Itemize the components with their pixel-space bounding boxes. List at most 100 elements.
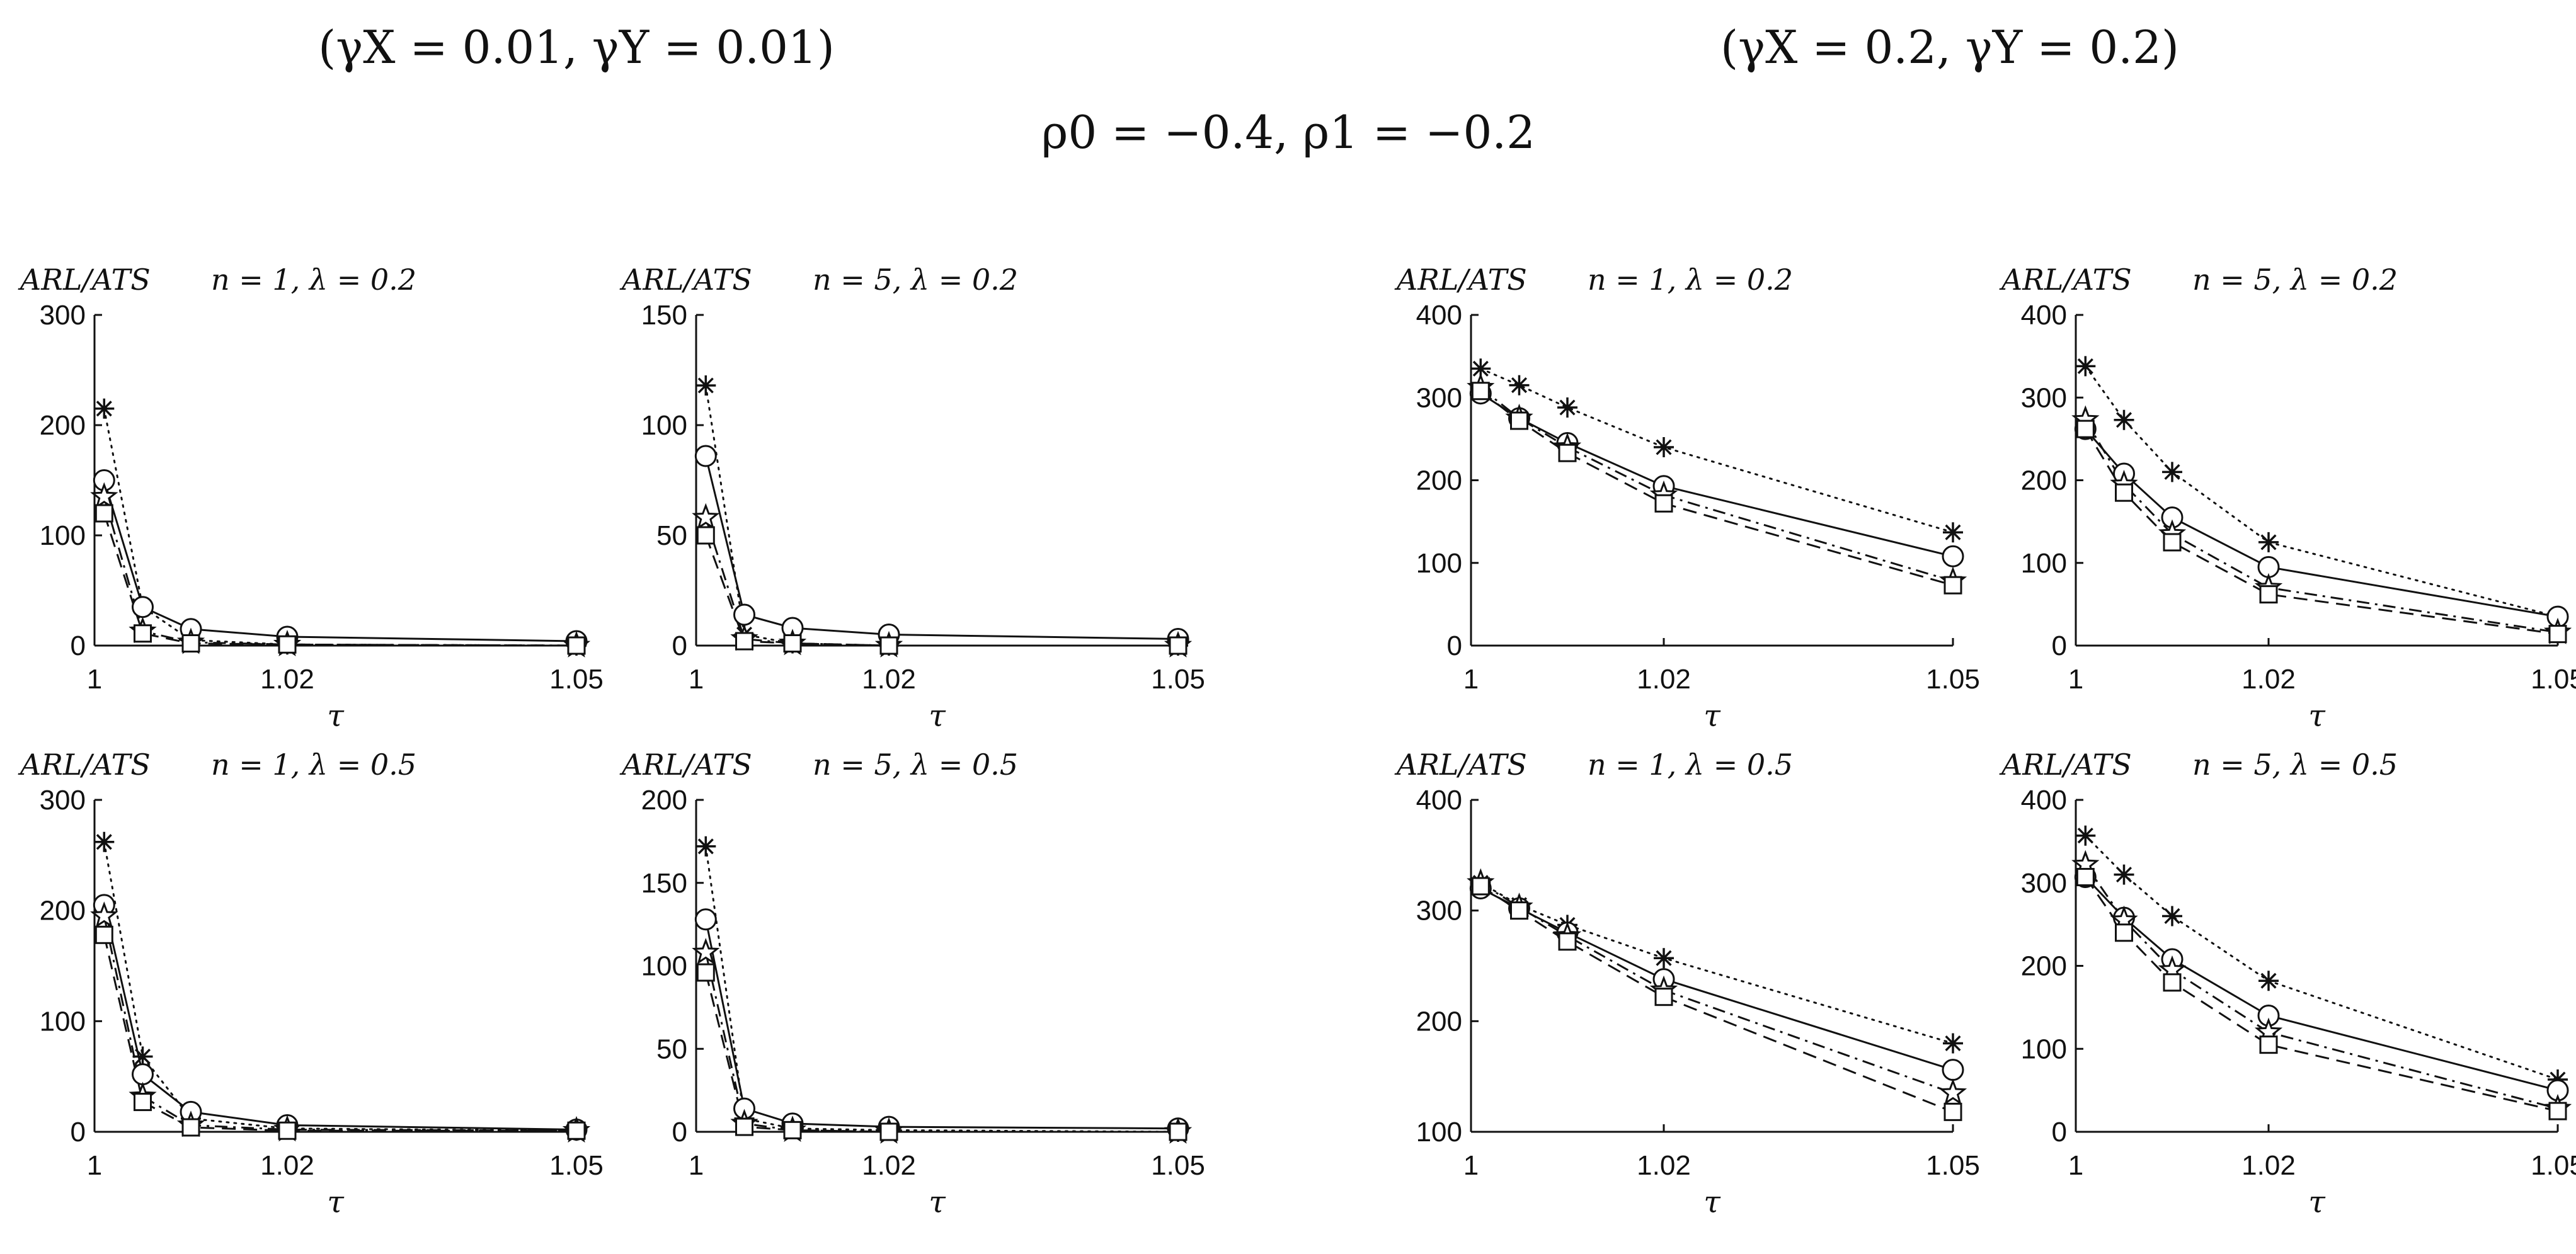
x-tick-label: 1 (689, 664, 704, 695)
y-tick-label: 200 (2021, 465, 2067, 496)
series-line-circle-solid (704, 919, 1179, 1130)
series-line-star-dashdot (2085, 419, 2558, 634)
y-tick-label: 50 (656, 520, 687, 551)
x-tick-label: 1.05 (1926, 1150, 1980, 1181)
series-line-square-dashed (103, 513, 577, 647)
point-asterisk-dotted (1557, 397, 1577, 418)
series-line-asterisk-dotted (1479, 882, 1954, 1044)
x-tick-label: 1.05 (549, 1150, 604, 1181)
point-square-dashed (1943, 576, 1962, 595)
series-line-square-dashed (704, 972, 1178, 1133)
series-line-asterisk-dotted (704, 384, 1179, 647)
point-square-dashed (2163, 973, 2182, 992)
x-tick-label: 1 (1463, 664, 1479, 695)
point-square-dashed (783, 634, 802, 653)
panel-gamma-0.2-r1c1: ARL/ATS n = 1, λ = 0.2 0 100 200 300 400 1 1.02 1… (1394, 263, 1980, 734)
panel-gamma-0.2-r1c2: ARL/ATS n = 5, λ = 0.2 0 100 200 300 400 1 1.02 1… (1999, 263, 2576, 734)
y-tick-label: 200 (40, 410, 86, 441)
panel-gamma-0.01-r1c1: ARL/ATS n = 1, λ = 0.2 0 100 200 300 1 1.02 1.05… (18, 263, 604, 734)
panel-title: n = 1, λ = 0.5 (1588, 748, 1793, 782)
series-line-square-dashed (1480, 885, 1954, 1113)
x-tick-label: 1.02 (1637, 1150, 1691, 1181)
x-axis-label: τ (2308, 1185, 2326, 1220)
panel-title: n = 5, λ = 0.2 (813, 263, 1018, 297)
series-line-asterisk-dotted (2084, 365, 2559, 618)
point-asterisk-dotted (1943, 1033, 1963, 1054)
header-left-label: (γX = 0.01, γY = 0.01) (318, 21, 835, 74)
y-tick-label: 200 (2021, 951, 2067, 982)
y-tick-label: 200 (1416, 1006, 1462, 1037)
point-square-dashed (783, 1120, 802, 1139)
x-tick-label: 1.05 (549, 664, 604, 695)
point-asterisk-dotted (2162, 906, 2182, 926)
x-tick-label: 1 (87, 664, 102, 695)
point-square-dashed (278, 1121, 297, 1140)
series-line-square-dashed (1480, 390, 1954, 586)
x-tick-label: 1 (87, 1150, 102, 1181)
x-tick-label: 1.02 (862, 1150, 916, 1181)
point-square-dashed (2259, 1035, 2278, 1054)
series-line-circle-solid (1480, 392, 1954, 557)
y-tick-label: 100 (641, 951, 687, 982)
point-square-dashed (1654, 494, 1673, 513)
x-tick-label: 1.05 (1926, 664, 1980, 695)
y-tick-label: 0 (672, 630, 687, 661)
point-square-dashed (1654, 988, 1673, 1006)
point-circle-solid (132, 596, 154, 618)
point-circle-solid (733, 603, 755, 626)
point-square-dashed (567, 636, 586, 655)
panel-ylabel: ARL/ATS (1394, 263, 1527, 297)
panel-title: n = 1, λ = 0.5 (211, 748, 416, 782)
series-line-star-dashdot (1480, 387, 1954, 583)
point-square-dashed (94, 504, 113, 523)
y-tick-label: 300 (2021, 868, 2067, 899)
panel-title: n = 1, λ = 0.2 (1588, 263, 1793, 297)
point-asterisk-dotted (2075, 356, 2096, 377)
series-line-circle-solid (103, 480, 577, 642)
point-square-dashed (1169, 636, 1188, 655)
y-tick-label: 150 (641, 868, 687, 899)
point-square-dashed (567, 1121, 586, 1140)
point-square-dashed (134, 1093, 152, 1112)
y-tick-label: 300 (1416, 382, 1462, 413)
y-tick-label: 200 (40, 896, 86, 926)
y-tick-label: 100 (1416, 548, 1462, 579)
series-line-star-dashdot (704, 952, 1178, 1133)
panel-ylabel: ARL/ATS (1394, 748, 1527, 782)
point-asterisk-dotted (696, 836, 716, 857)
series-line-asterisk-dotted (103, 841, 578, 1132)
y-tick-label: 100 (40, 520, 86, 551)
y-tick-label: 400 (2021, 300, 2067, 331)
series-line-asterisk-dotted (704, 845, 1179, 1133)
y-tick-label: 100 (1416, 1117, 1462, 1148)
point-square-dashed (2548, 625, 2567, 644)
x-tick-label: 1.05 (2531, 664, 2576, 695)
point-star-dashdot (692, 938, 720, 965)
point-asterisk-dotted (2258, 532, 2279, 552)
point-square-dashed (2115, 923, 2133, 942)
point-square-dashed (2548, 1102, 2567, 1120)
point-square-dashed (2259, 585, 2278, 604)
y-tick-label: 0 (2052, 1117, 2067, 1148)
point-asterisk-dotted (2162, 462, 2182, 482)
x-axis-label: τ (1703, 1185, 1721, 1220)
y-tick-label: 0 (672, 1117, 687, 1148)
panel-title: n = 5, λ = 0.5 (2192, 748, 2398, 782)
point-square-dashed (696, 526, 715, 545)
y-tick-label: 400 (2021, 785, 2067, 816)
point-asterisk-dotted (132, 1046, 153, 1067)
y-tick-label: 100 (2021, 1034, 2067, 1064)
point-square-dashed (2076, 868, 2095, 887)
x-tick-label: 1.02 (260, 664, 314, 695)
panel-title: n = 1, λ = 0.2 (211, 263, 416, 297)
x-tick-label: 1 (1463, 1150, 1479, 1181)
series-line-star-dashdot (1480, 882, 1954, 1094)
y-tick-label: 100 (40, 1006, 86, 1037)
point-asterisk-dotted (2258, 971, 2279, 991)
panel-ylabel: ARL/ATS (1999, 748, 2132, 782)
panel-ylabel: ARL/ATS (18, 748, 151, 782)
y-tick-label: 300 (2021, 382, 2067, 413)
x-tick-label: 1.02 (2241, 664, 2296, 695)
point-asterisk-dotted (94, 398, 115, 419)
